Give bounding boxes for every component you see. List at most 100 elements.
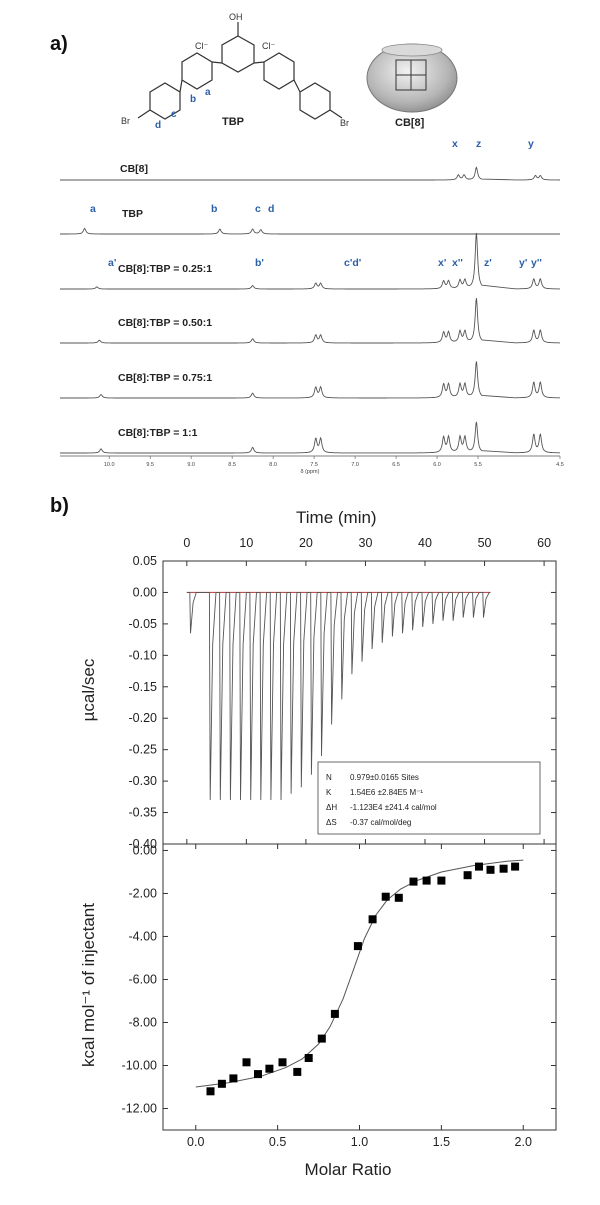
fit-k-value: 1.54E6 ±2.84E5 M⁻¹: [350, 788, 423, 797]
data-point: [409, 877, 418, 886]
data-point: [422, 876, 431, 885]
fit-ds-value: -0.37 cal/mol/deg: [350, 818, 411, 827]
nmr-axis: 10.0 9.5 9.0 8.5 8.0 7.5 7.0 6.5 6.0 5.5 4.5 δ (ppm…: [60, 455, 564, 475]
nmr-peak-label: b: [211, 203, 217, 215]
heat-tick-label: -0.05: [129, 617, 158, 631]
data-point: [242, 1058, 251, 1067]
nmr-series-label: CB[8]: [120, 163, 148, 175]
nmr-trace: [60, 298, 560, 344]
panel-b-label: b): [50, 495, 69, 517]
chloride-right: Cl⁻: [262, 41, 275, 51]
data-point: [463, 871, 472, 880]
enthalpy-tick-label: -6.00: [129, 972, 158, 986]
data-point: [475, 862, 483, 871]
enthalpy-tick-label: -2.00: [129, 886, 158, 900]
nmr-peak-label: y'': [531, 257, 542, 269]
nmr-spectra: [60, 166, 560, 454]
nmr-trace: [60, 227, 560, 235]
ratio-tick-label: 1.5: [433, 1135, 450, 1149]
nmr-peak-label: d: [268, 203, 274, 215]
data-point: [368, 915, 377, 924]
data-point: [486, 865, 495, 874]
oh-label: OH: [229, 12, 243, 22]
tbp-structure: [137, 22, 343, 120]
panel-a-label: a): [50, 33, 68, 55]
nmr-peak-label: y: [528, 138, 534, 150]
data-point: [229, 1074, 238, 1083]
nmr-peak-label: x'': [452, 257, 463, 269]
data-point: [394, 893, 403, 902]
data-point: [217, 1079, 226, 1088]
fit-n-value: 0.979±0.0165 Sites: [350, 773, 419, 782]
data-point: [317, 1034, 326, 1043]
fit-curve: [195, 859, 524, 1088]
nmr-trace: [60, 421, 560, 454]
molar-ratio-axis-title: Molar Ratio: [305, 1160, 392, 1179]
ratio-tick-label: 1.0: [351, 1135, 368, 1149]
bromine-right: Br: [340, 118, 349, 128]
nmr-peak-label: y': [519, 257, 527, 269]
time-tick-label: 10: [239, 536, 253, 550]
heat-tick-label: -0.40: [129, 837, 158, 851]
heat-tick-label: -0.35: [129, 806, 158, 820]
time-tick-label: 40: [418, 536, 432, 550]
nmr-trace: [60, 361, 560, 399]
data-point: [254, 1070, 262, 1079]
nmr-axis-title: δ (ppm): [301, 469, 320, 475]
tbp-structure-labels: OH Cl⁻ Cl⁻ Br Br a b c d TBP CB[8]: [121, 12, 425, 131]
nmr-tick-label: 10.0: [104, 462, 115, 468]
cb8-name: CB[8]: [395, 117, 425, 129]
nmr-tick-label: 9.5: [146, 462, 154, 468]
fit-table: N 0.979±0.0165 Sites K 1.54E6 ±2.84E5 M⁻…: [317, 761, 541, 835]
data-point: [499, 864, 508, 873]
fit-dh-value: -1.123E4 ±241.4 cal/mol: [350, 803, 437, 812]
enthalpy-tick-label: -10.00: [122, 1058, 157, 1072]
nmr-peak-label: c'd': [344, 257, 361, 269]
data-point: [293, 1067, 302, 1076]
nmr-series-label: CB[8]:TBP = 0.25:1: [118, 263, 212, 275]
data-point: [278, 1058, 287, 1067]
chloride-left: Cl⁻: [195, 41, 208, 51]
heat-tick-label: -0.20: [129, 711, 158, 725]
nmr-series-label: CB[8]:TBP = 0.50:1: [118, 317, 212, 329]
data-point: [381, 892, 390, 901]
nmr-tick-label: 8.5: [228, 462, 236, 468]
data-point: [511, 862, 520, 871]
nmr-tick-label: 6.0: [433, 462, 441, 468]
heat-tick-label: 0.05: [133, 554, 157, 568]
atom-label-c: c: [171, 109, 177, 120]
nmr-peak-label: x': [438, 257, 446, 269]
enthalpy-tick-label: -4.00: [129, 929, 158, 943]
nmr-series-label: CB[8]:TBP = 1:1: [118, 427, 198, 439]
cb8-structure: [366, 43, 458, 113]
fit-k-key: K: [326, 788, 332, 797]
atom-label-a: a: [205, 87, 211, 98]
heat-tick-label: -0.15: [129, 680, 158, 694]
data-point: [304, 1054, 313, 1062]
itc-raw-plot: Time (min) µcal/sec 0 10 20 30 40 50 60 0.05 0.0…: [79, 508, 557, 851]
nmr-peak-label: z': [484, 257, 492, 269]
nmr-peak-label: b': [255, 257, 264, 269]
thermogram-trace: [186, 591, 491, 801]
fit-dh-key: ΔH: [326, 803, 337, 812]
time-tick-label: 30: [359, 536, 373, 550]
nmr-peak-label: x: [452, 138, 458, 150]
nmr-tick-label: 4.5: [556, 462, 564, 468]
nmr-labels: CB[8] TBP CB[8]:TBP = 0.25:1 CB[8]:TBP = 0.…: [90, 138, 542, 439]
heat-tick-label: -0.25: [129, 743, 158, 757]
heat-tick-label: -0.30: [129, 774, 158, 788]
enthalpy-tick-label: -8.00: [129, 1015, 158, 1029]
time-tick-label: 20: [299, 536, 313, 550]
nmr-peak-label: a': [108, 257, 116, 269]
nmr-tick-label: 5.5: [474, 462, 482, 468]
ratio-tick-label: 0.0: [187, 1135, 204, 1149]
bromine-left: Br: [121, 116, 130, 126]
nmr-trace: [60, 232, 560, 290]
nmr-series-label: CB[8]:TBP = 0.75:1: [118, 372, 212, 384]
ratio-tick-label: 0.5: [269, 1135, 286, 1149]
data-point: [437, 876, 446, 885]
fit-n-key: N: [326, 773, 332, 782]
atom-label-d: d: [155, 120, 161, 131]
nmr-tick-label: 6.5: [392, 462, 400, 468]
